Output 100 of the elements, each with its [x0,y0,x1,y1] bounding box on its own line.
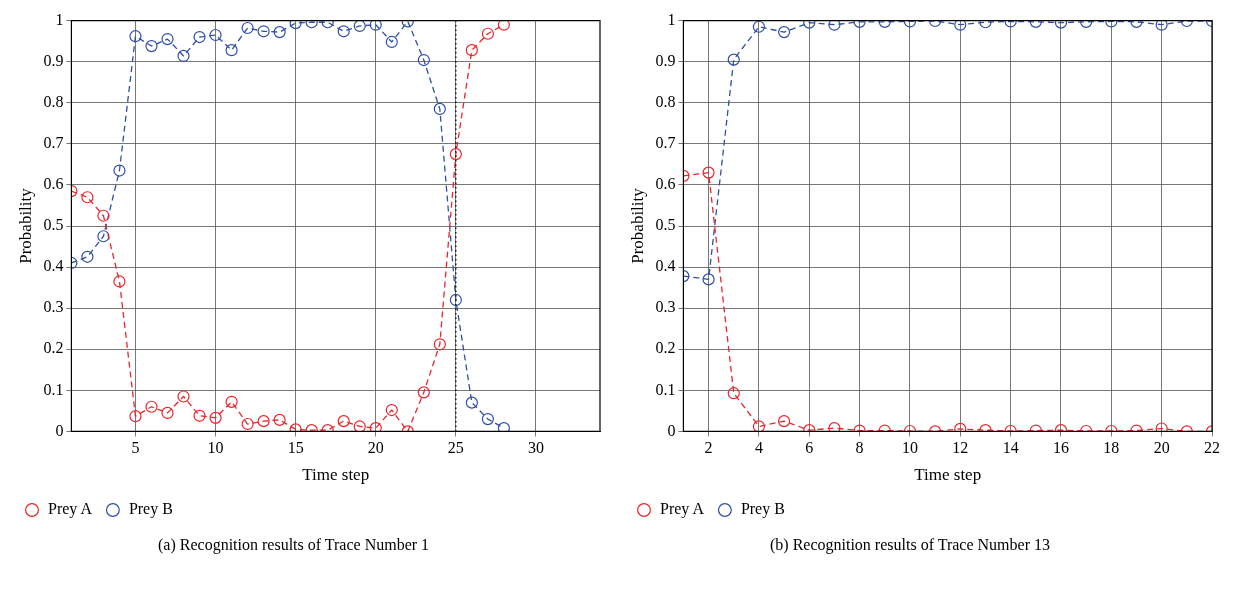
point [129,30,142,43]
point [241,21,254,35]
point [449,293,462,307]
legend-label: Prey A [48,500,93,519]
x-tick-label: 10 [901,439,918,457]
point [113,275,126,288]
x-tick-label: 16 [1052,439,1069,457]
point [353,20,366,33]
y-tick-label: 0.5 [43,216,64,234]
point [449,148,462,161]
x-axis-title: Time step [302,465,370,485]
point [241,417,254,431]
y-tick-label: 0 [667,421,676,439]
y-tick-label: 0.2 [43,339,64,357]
point [81,250,94,263]
legend-label: Prey B [128,500,173,519]
y-tick-label: 0.2 [655,339,676,357]
point [385,35,398,49]
point [702,166,715,179]
point [433,338,446,351]
point [289,20,302,30]
point [177,390,190,403]
x-tick-label: 22 [1204,439,1220,457]
point [225,395,238,408]
y-tick-label: 0.8 [655,92,676,110]
point [97,230,110,243]
point [81,191,94,204]
point [337,25,350,38]
point [193,409,206,422]
point [417,53,430,67]
point [97,209,110,222]
point [481,412,494,426]
x-axis-title: Time step [914,465,982,485]
point [257,25,270,38]
y-tick-label: 0.4 [43,257,64,275]
point [702,273,715,286]
point [129,410,142,423]
x-tick-label: 25 [447,439,464,457]
point [145,400,158,413]
y-tick-label: 0.9 [655,51,676,69]
y-tick-label: 0.8 [43,92,64,110]
y-axis-title: Probability [627,187,647,264]
x-tick-label: 30 [527,439,544,457]
point [161,406,174,420]
point [385,403,398,417]
legend-label: Prey A [660,500,705,519]
x-tick-label: 2 [704,439,713,457]
x-tick-label: 5 [131,439,140,457]
point [828,20,841,31]
y-axis-title: Probability [15,187,35,264]
point [417,386,430,399]
point [465,396,478,409]
point [209,28,222,42]
point [1155,422,1168,432]
x-tick-label: 15 [287,439,304,457]
y-tick-label: 0.5 [655,216,676,234]
point [497,20,510,31]
x-tick-label: 12 [952,439,969,457]
x-tick-label: 18 [1103,439,1120,457]
point [113,164,126,177]
y-tick-label: 0.6 [43,175,64,193]
y-tick-label: 1 [667,10,676,28]
point [177,49,190,63]
x-tick-label: 6 [805,439,814,457]
point [1155,20,1168,31]
point [497,422,510,432]
y-tick-label: 0.4 [655,257,676,275]
y-tick-label: 0.1 [43,380,64,398]
y-tick-label: 0.7 [43,134,64,152]
point [369,422,382,432]
y-tick-label: 0.1 [655,380,676,398]
point [209,411,222,424]
point [369,20,382,31]
text: (a) Recognition results of Trace Number 1 [157,536,431,554]
y-tick-label: 0.3 [655,298,676,316]
text: (b) Recognition results of Trace Number 13 [769,536,1051,554]
point [257,415,270,428]
legend-label: Prey B [740,500,785,519]
point [161,32,174,46]
point [465,44,478,57]
y-tick-label: 0.3 [43,298,64,316]
x-tick-label: 14 [1002,439,1019,457]
x-tick-label: 4 [754,439,763,457]
y-tick-label: 0.9 [43,51,64,69]
point [273,26,286,39]
point [954,422,967,432]
point [727,53,740,66]
point [145,39,158,53]
point [752,420,766,432]
point [337,415,350,428]
point [353,420,366,432]
point [433,102,446,116]
x-tick-label: 20 [367,439,384,457]
y-tick-label: 0.7 [655,134,676,152]
x-tick-label: 10 [207,439,224,457]
point [954,20,967,31]
point [225,44,238,57]
y-tick-label: 0 [55,421,64,439]
point [828,422,841,432]
y-tick-label: 1 [55,10,64,28]
